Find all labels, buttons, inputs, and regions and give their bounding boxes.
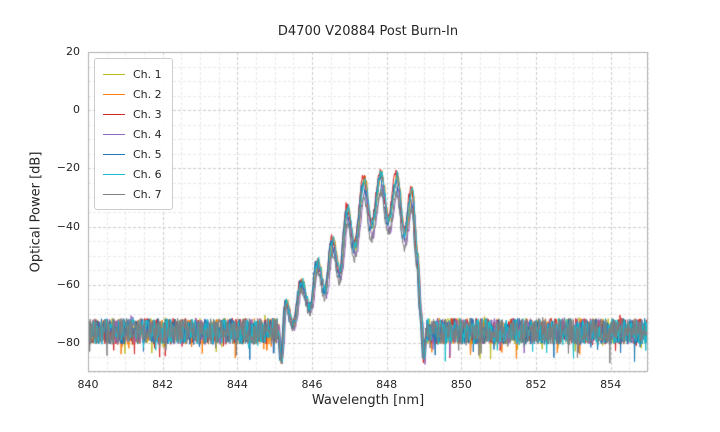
x-tick-label: 852	[525, 378, 547, 391]
legend-line-sample	[103, 113, 125, 115]
legend-label: Ch. 7	[133, 187, 162, 201]
y-tick-label: 0	[73, 103, 80, 117]
x-tick-label: 850	[450, 378, 472, 391]
legend-label: Ch. 4	[133, 127, 162, 141]
legend-entry: Ch. 5	[103, 144, 162, 164]
legend-label: Ch. 1	[133, 67, 162, 81]
legend-entry: Ch. 1	[103, 64, 162, 84]
legend-entry: Ch. 4	[103, 124, 162, 144]
y-tick-label: 20	[66, 45, 80, 58]
y-tick-label: −60	[56, 277, 80, 291]
legend-entry: Ch. 6	[103, 164, 162, 184]
x-tick-label: 848	[376, 378, 398, 391]
x-tick-label: 844	[226, 378, 248, 391]
legend-entry: Ch. 2	[103, 84, 162, 104]
chart-title: D4700 V20884 Post Burn-In	[277, 24, 459, 39]
x-tick-label: 842	[152, 378, 174, 391]
x-tick-label: 854	[600, 378, 622, 391]
x-axis-label: Wavelength [nm]	[311, 393, 425, 408]
legend-line-sample	[103, 73, 125, 75]
legend: Ch. 1 Ch. 2 Ch. 3 Ch. 4 Ch. 5 Ch. 6 Ch. 7	[94, 58, 173, 210]
legend-entry: Ch. 7	[103, 184, 162, 204]
legend-label: Ch. 5	[133, 147, 162, 161]
x-tick-label: 846	[301, 378, 323, 391]
legend-line-sample	[103, 133, 125, 135]
y-tick-label: −80	[56, 335, 80, 349]
legend-label: Ch. 6	[133, 167, 162, 181]
legend-entry: Ch. 3	[103, 104, 162, 124]
legend-line-sample	[103, 173, 125, 175]
legend-line-sample	[103, 93, 125, 95]
y-tick-label: −20	[56, 161, 80, 175]
y-tick-label: −40	[56, 219, 80, 233]
legend-label: Ch. 3	[133, 107, 162, 121]
legend-label: Ch. 2	[133, 87, 162, 101]
legend-line-sample	[103, 193, 125, 195]
x-tick-label: 840	[77, 378, 99, 391]
legend-line-sample	[103, 153, 125, 155]
